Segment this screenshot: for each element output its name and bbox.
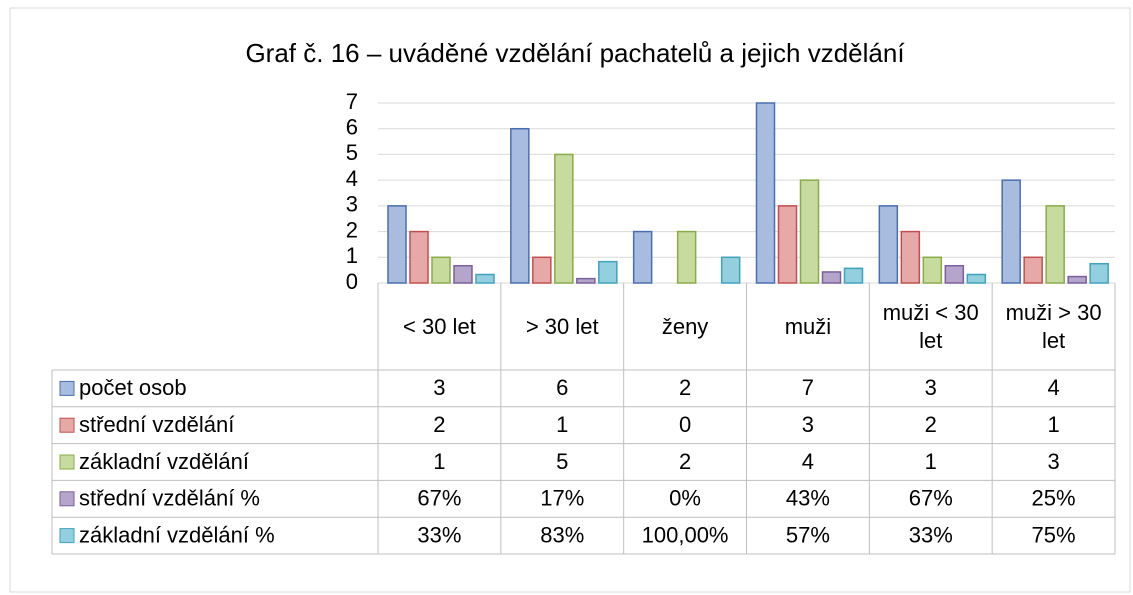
table-value: 0% xyxy=(669,486,701,511)
bar xyxy=(387,205,407,284)
table-value: 25% xyxy=(1032,486,1076,511)
category-cell: muži < 30 let xyxy=(882,299,979,353)
table-value: 43% xyxy=(786,486,830,511)
legend-key xyxy=(59,528,75,544)
table-value: 3 xyxy=(433,375,445,400)
table-value: 3 xyxy=(802,412,814,437)
bar xyxy=(1089,262,1109,284)
table-value: 2 xyxy=(679,375,691,400)
legend-label: základní vzdělání xyxy=(79,449,249,474)
table-value: 4 xyxy=(1047,375,1059,400)
bar xyxy=(676,230,697,284)
y-tick-label: 3 xyxy=(346,192,358,217)
y-tick-label: 5 xyxy=(346,140,358,165)
table-value: 100,00% xyxy=(642,522,729,547)
bar xyxy=(843,267,864,284)
bar xyxy=(632,230,653,284)
y-tick-label: 1 xyxy=(346,243,358,268)
bar xyxy=(900,230,921,284)
table-value: 7 xyxy=(802,375,814,400)
bar xyxy=(922,256,943,284)
bar xyxy=(1045,205,1065,284)
bar xyxy=(1001,179,1021,284)
table-value: 0 xyxy=(679,412,691,437)
category-cell: muži > 30 let xyxy=(1005,299,1102,353)
table-value: 1 xyxy=(1047,412,1059,437)
legend-key xyxy=(59,454,75,470)
table-value: 17% xyxy=(540,486,584,511)
y-tick-label: 6 xyxy=(346,115,358,140)
table-value: 1 xyxy=(433,449,445,474)
table-value: 4 xyxy=(802,449,814,474)
legend-label: počet osob xyxy=(79,375,187,400)
bar xyxy=(821,271,842,284)
y-tick-label: 2 xyxy=(346,217,358,242)
table-value: 33% xyxy=(417,522,461,547)
bar xyxy=(409,230,429,284)
x-tick-label: muži xyxy=(784,313,832,339)
bar xyxy=(554,153,574,284)
table-value: 67% xyxy=(909,486,953,511)
table-value: 5 xyxy=(556,449,568,474)
y-tick-label: 7 xyxy=(346,89,358,114)
bar xyxy=(1023,256,1043,284)
chart-frame xyxy=(9,7,1131,593)
category-cell: < 30 let xyxy=(403,313,476,339)
legend-key xyxy=(59,491,75,507)
table-value: 2 xyxy=(925,412,937,437)
x-tick-label: > 30 let xyxy=(525,313,599,339)
table-value: 6 xyxy=(556,375,568,400)
x-tick-label: muži < 30 let xyxy=(882,299,979,353)
x-tick-label: < 30 let xyxy=(403,313,476,339)
table-value: 75% xyxy=(1032,522,1076,547)
x-tick-label: muži > 30 let xyxy=(1005,299,1102,353)
legend-label: střední vzdělání % xyxy=(79,486,260,511)
category-cell: ženy xyxy=(661,313,709,339)
table-value: 57% xyxy=(786,522,830,547)
bar xyxy=(777,205,798,284)
legend-key xyxy=(59,417,75,433)
y-tick-label: 0 xyxy=(346,269,358,294)
chart-title: Graf č. 16 – uváděné vzdělání pachatelů … xyxy=(245,38,905,68)
bar xyxy=(431,256,451,284)
table-value: 3 xyxy=(1047,449,1059,474)
table-value: 2 xyxy=(433,412,445,437)
bar xyxy=(598,260,618,284)
bar xyxy=(475,273,495,284)
table-value: 67% xyxy=(417,486,461,511)
table-value: 33% xyxy=(909,522,953,547)
legend-label: základní vzdělání % xyxy=(79,522,275,547)
bar xyxy=(1067,275,1087,284)
table-value: 3 xyxy=(925,375,937,400)
legend-key xyxy=(59,380,75,396)
bar xyxy=(755,102,776,284)
bar xyxy=(510,127,530,284)
table-value: 2 xyxy=(679,449,691,474)
category-cell: muži xyxy=(784,313,832,339)
bar xyxy=(944,265,965,284)
category-cell: > 30 let xyxy=(525,313,599,339)
bar xyxy=(966,273,987,284)
x-tick-label: ženy xyxy=(661,313,709,339)
bar xyxy=(453,265,473,284)
table-value: 83% xyxy=(540,522,584,547)
y-tick-label: 4 xyxy=(346,166,358,191)
table-value: 1 xyxy=(556,412,568,437)
bar xyxy=(532,256,552,284)
legend-label: střední vzdělání xyxy=(79,412,234,437)
bar xyxy=(799,179,820,284)
bar xyxy=(878,205,899,284)
bar xyxy=(720,256,741,284)
bar xyxy=(576,277,596,284)
table-value: 1 xyxy=(925,449,937,474)
